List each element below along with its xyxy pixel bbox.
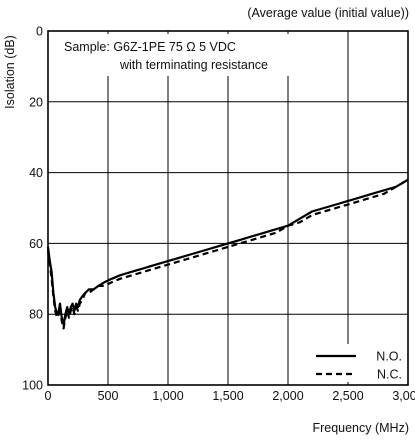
y-tick-label: 60 — [29, 237, 43, 251]
series-line-nc — [46, 178, 409, 330]
x-tick-label: 0 — [45, 389, 52, 403]
y-axis-title: Isolation (dB) — [3, 35, 17, 109]
y-tick-label: 40 — [29, 166, 43, 180]
annotation-box — [52, 34, 310, 76]
y-tick-label: 20 — [29, 95, 43, 109]
y-tick-label: 80 — [29, 308, 43, 322]
x-tick-label: 1,500 — [212, 389, 243, 403]
x-tick-label: 2,000 — [272, 389, 303, 403]
legend-label: N.C. — [377, 368, 402, 382]
legend: N.O. N.C. — [310, 344, 406, 382]
x-tick-label: 2,500 — [332, 389, 363, 403]
x-tick-label: 1,000 — [152, 389, 183, 403]
legend-label: N.O. — [376, 350, 402, 364]
chart-note: (Average value (initial value)) — [247, 6, 409, 20]
sample-annotation-line2: with terminating resistance — [119, 58, 268, 72]
y-tick-label: 0 — [36, 25, 43, 39]
x-tick-label: 500 — [98, 389, 119, 403]
y-tick-label: 100 — [22, 379, 43, 393]
x-axis-title: Frequency (MHz) — [312, 421, 409, 435]
grid-lines — [48, 31, 408, 385]
plot-frame — [47, 30, 409, 386]
x-tick-label: 3,000 — [392, 389, 415, 403]
sample-annotation-line1: Sample: G6Z-1PE 75 Ω 5 VDC — [64, 40, 236, 54]
legend-box — [310, 344, 406, 382]
x-axis-ticks: 0 500 1,000 1,500 2,000 2,500 3,000 — [45, 389, 415, 403]
series-lines — [46, 178, 409, 330]
y-axis-ticks: 0 20 40 60 80 100 — [22, 25, 43, 393]
